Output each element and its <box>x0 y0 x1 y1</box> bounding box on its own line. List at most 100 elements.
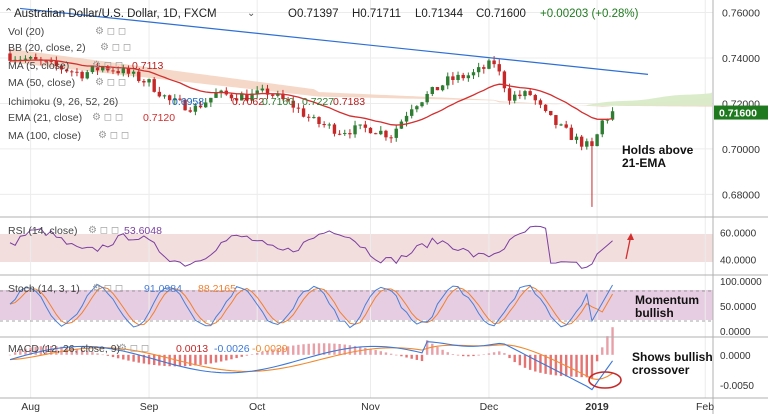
candle-body <box>70 71 74 73</box>
macd-histogram-bar <box>101 354 104 356</box>
candle-body <box>569 127 574 140</box>
candle-body <box>343 133 347 135</box>
candle-body <box>23 58 28 60</box>
ichimoku-value-1: 0.6958 <box>172 96 204 108</box>
macd-histogram-bar <box>601 347 604 355</box>
ichimoku-value-5: 0.7183 <box>333 96 365 108</box>
legend-ma5-value: 0.7113 <box>132 60 163 72</box>
candle-body <box>167 95 172 101</box>
macd-histogram-bar <box>487 353 491 355</box>
macd-histogram-bar <box>199 354 202 365</box>
macd-histogram-bar <box>163 354 166 366</box>
stoch-d-line <box>9 285 613 326</box>
gear-icon: ⚙ ◻ ◻ <box>95 77 126 88</box>
candle-body <box>337 133 342 135</box>
candle-body <box>435 87 440 91</box>
macd-histogram-bar <box>230 354 233 360</box>
candle-body <box>90 66 95 73</box>
candle-body <box>585 141 589 147</box>
gear-icon: ⚙ ◻ ◻ <box>92 60 123 71</box>
macd-histogram-bar <box>209 354 213 364</box>
candle-body <box>121 67 125 74</box>
candle-body <box>579 136 584 147</box>
candle-body <box>49 60 53 62</box>
macd-histogram-bar <box>595 354 599 362</box>
candle-body <box>131 71 136 74</box>
macd-histogram-bar <box>116 354 120 359</box>
macd-histogram-bar <box>410 354 413 359</box>
ohlc-close: C0.71600 <box>476 8 526 20</box>
macd-histogram-bar <box>431 343 434 355</box>
candle-body <box>307 116 311 118</box>
candle-body <box>528 91 532 96</box>
macd-histogram-bar <box>204 354 207 365</box>
candle-body <box>101 66 105 71</box>
candle-body <box>358 124 362 126</box>
macd-histogram-bar <box>50 346 53 355</box>
rsi-tick-label: 60.0000 <box>720 229 757 240</box>
candle-body <box>64 69 69 72</box>
macd-histogram-bar <box>333 343 336 355</box>
macd-histogram-bar <box>534 354 537 372</box>
macd-histogram-bar <box>297 344 300 355</box>
stoch-k-value: 91.0984 <box>144 283 182 295</box>
macd-histogram-bar <box>374 349 377 355</box>
chevron-up-icon[interactable]: ⌃ <box>4 7 13 19</box>
macd-histogram-bar <box>286 346 290 355</box>
crossover-circle <box>588 371 622 389</box>
candle-body <box>394 128 398 138</box>
last-price-tag <box>714 105 768 120</box>
price-tick-label: 0.74000 <box>722 53 760 65</box>
macd-histogram-bar <box>518 354 522 366</box>
rsi-label: RSI (14, close) <box>8 225 77 237</box>
candle-body <box>502 71 507 89</box>
candle-body <box>425 93 429 103</box>
macd-histogram-bar <box>467 354 470 357</box>
gear-icon: ⚙ ◻ ◻ <box>95 26 126 37</box>
time-tick-label: Dec <box>480 401 499 413</box>
candle-body <box>234 98 239 101</box>
macd-histogram-bar <box>554 354 558 376</box>
candle-body <box>446 76 450 86</box>
candle-body <box>157 91 162 97</box>
macd-histogram-bar <box>235 354 238 359</box>
candle-body <box>507 88 512 101</box>
candle-body <box>137 71 141 81</box>
macd-histogram-bar <box>528 354 532 370</box>
stoch-k-line <box>9 283 613 329</box>
rsi-band <box>0 234 713 262</box>
macd-histogram-bar <box>559 354 563 376</box>
stoch-band <box>0 290 713 320</box>
macd-histogram-bar <box>142 354 146 364</box>
chevron-down-icon[interactable]: ⌄ <box>247 8 255 19</box>
candle-body <box>204 102 208 108</box>
macd-histogram-bar <box>508 354 511 359</box>
candle-body <box>389 137 393 139</box>
candle-body <box>142 80 146 83</box>
ohlc-low: L0.71344 <box>415 8 464 20</box>
stoch-tick-label: 100.0000 <box>720 277 762 288</box>
macd-histogram-bar <box>13 352 17 355</box>
time-tick-label: Nov <box>361 401 380 413</box>
macd-histogram-bar <box>611 327 614 355</box>
candle-body <box>173 98 177 101</box>
macd-histogram-bar <box>29 347 32 355</box>
macd-histogram-bar <box>405 354 408 358</box>
macd-histogram-bar <box>420 354 424 362</box>
gear-icon: ⚙ ◻ ◻ <box>92 112 123 123</box>
legend-ema: EMA (21, close) <box>8 112 82 124</box>
legend-ema-value: 0.7120 <box>143 112 175 124</box>
macd-histogram-bar <box>24 348 27 355</box>
candle-body <box>559 124 563 126</box>
legend-ma5: MA (5, close) <box>8 60 69 72</box>
macd-annotation-line2: crossover <box>632 363 690 377</box>
macd-value-3: -0.0039 <box>252 343 288 355</box>
gear-icon: ⚙ ◻ ◻ <box>88 225 119 236</box>
macd-histogram-bar <box>214 354 218 363</box>
time-tick-label: Oct <box>249 401 265 413</box>
candle-body <box>518 94 522 97</box>
candle-body <box>44 60 48 62</box>
macd-histogram-bar <box>147 354 151 365</box>
macd-histogram-bar <box>34 346 37 355</box>
rsi-value: 53.6048 <box>124 225 162 237</box>
